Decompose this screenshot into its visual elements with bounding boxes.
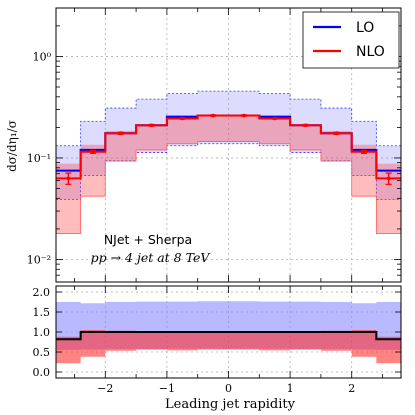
legend-nlo-label: NLO [356, 44, 385, 60]
legend-lo-label: LO [356, 20, 374, 36]
main-panel: 10⁻² 10⁻¹ 10⁰ [27, 7, 402, 283]
ratio-ytick-label-3: 1.5 [33, 306, 51, 319]
ratio-ytick-label-1: 0.5 [33, 346, 51, 359]
main-ytick-label-0: 10⁻² [27, 253, 51, 266]
ratio-lo-line [56, 331, 401, 341]
ratio-nlo-band [56, 330, 401, 364]
nlo-point-0 [66, 176, 71, 181]
nlo-band-lower-edge [56, 141, 401, 234]
nlo-line [56, 114, 401, 180]
nlo-point-11 [386, 176, 391, 181]
legend-box [302, 11, 400, 69]
ratio-xtick-label-0: −2 [97, 382, 113, 395]
ratio-xtick-label-2: 0 [225, 382, 232, 395]
labels: dσ/dη₁/σ Leading jet rapidity NJet + She… [5, 120, 296, 412]
lo-band [56, 91, 401, 200]
nlo-point-2 [118, 131, 123, 136]
nlo-point-9 [334, 131, 339, 136]
nlo-band [56, 115, 401, 234]
nlo-point-6 [242, 113, 246, 118]
nlo-point-1 [91, 149, 95, 154]
ratio-xtick-label-3: 1 [287, 382, 294, 395]
annotation-generator: NJet + Sherpa [104, 232, 192, 247]
nlo-point-7 [272, 116, 277, 121]
ratio-panel: 0.0 0.5 1.0 1.5 2.0 −2 −1 0 1 2 [33, 285, 402, 395]
nlo-point-4 [180, 116, 185, 121]
ratio-xtick-label-4: 2 [348, 382, 355, 395]
ratio-ytick-label-0: 0.0 [33, 366, 51, 379]
annotation-process: pp → 4 jet at 8 TeV [91, 250, 212, 265]
ratio-ytick-label-2: 1.0 [33, 326, 51, 339]
nlo-point-5 [211, 113, 215, 118]
ratio-ytick-label-4: 2.0 [33, 286, 51, 299]
legend: LO NLO [302, 11, 400, 69]
y-axis-label: dσ/dη₁/σ [5, 120, 19, 172]
main-ytick-label-2: 10⁰ [33, 50, 52, 63]
nlo-point-8 [303, 123, 308, 128]
nlo-point-10 [362, 149, 366, 154]
nlo-point-3 [149, 123, 154, 128]
x-axis-label: Leading jet rapidity [165, 397, 296, 412]
main-ytick-label-1: 10⁻¹ [27, 152, 51, 165]
ratio-xtick-label-1: −1 [159, 382, 175, 395]
